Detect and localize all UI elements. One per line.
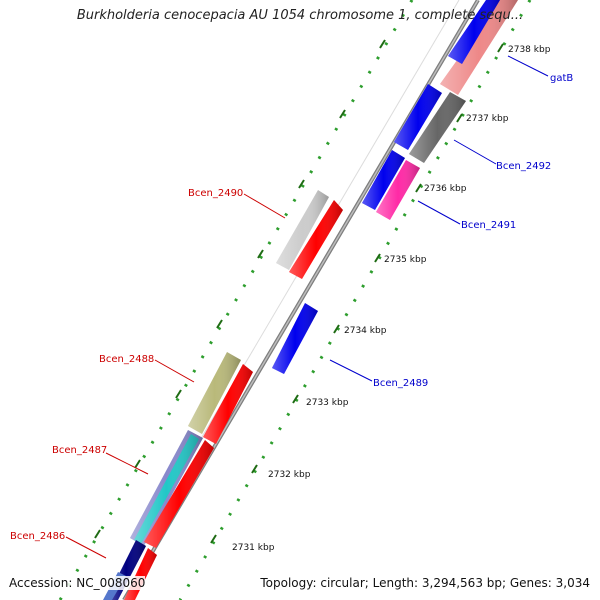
scale-label-2734: 2734 kbp: [344, 326, 387, 336]
scale-label-2733: 2733 kbp: [306, 398, 349, 408]
gene-Bcen_2488-red[interactable]: [203, 364, 253, 444]
accession-label: Accession: NC_008060: [9, 576, 146, 590]
scale-label-2731: 2731 kbp: [232, 543, 275, 553]
gene-Bcen_2487-red[interactable]: [144, 440, 214, 548]
gene-label-Bcen_2491[interactable]: Bcen_2491: [461, 220, 516, 231]
scale-label-2737: 2737 kbp: [466, 114, 509, 124]
gene-Bcen_2491-blue[interactable]: [362, 150, 405, 210]
scale-label-2736: 2736 kbp: [424, 184, 467, 194]
gene-Bcen_2488[interactable]: [188, 352, 241, 434]
gene-Bcen_2491[interactable]: [376, 160, 420, 220]
gene-Bcen_2490-gray[interactable]: [276, 190, 329, 270]
gene-label-Bcen_2487[interactable]: Bcen_2487: [52, 445, 107, 456]
leader-lines: [65, 55, 549, 559]
gene-label-Bcen_2490[interactable]: Bcen_2490: [188, 188, 243, 199]
tick-rail-outer: [178, 0, 532, 600]
gene-gatB[interactable]: [440, 0, 518, 95]
map-title: Burkholderia cenocepacia AU 1054 chromos…: [76, 8, 524, 23]
genome-summary: Topology: circular; Length: 3,294,563 bp…: [260, 576, 590, 590]
scale-label-2738: 2738 kbp: [508, 45, 551, 55]
gene-label-Bcen_2486[interactable]: Bcen_2486: [10, 531, 65, 542]
gene-label-Bcen_2488[interactable]: Bcen_2488: [99, 354, 154, 365]
tick-rail-inner: [58, 0, 414, 600]
gene-Bcen_2489[interactable]: [272, 303, 318, 374]
gene-labels: gatB Bcen_2492 Bcen_2491 Bcen_2490 Bcen_…: [10, 73, 573, 542]
gene-Bcen_2492[interactable]: [409, 92, 466, 163]
major-ticks: [94, 39, 504, 544]
scale-label-2732: 2732 kbp: [268, 470, 311, 480]
gene-Bcen_2487[interactable]: [130, 430, 203, 546]
scale-label-2735: 2735 kbp: [384, 255, 427, 265]
scale-labels: 2738 kbp 2737 kbp 2736 kbp 2735 kbp 2734…: [232, 45, 551, 553]
gene-label-gatB[interactable]: gatB: [550, 73, 573, 84]
gene-label-Bcen_2492[interactable]: Bcen_2492: [496, 161, 551, 172]
gene-Bcen_2492-blue[interactable]: [394, 84, 442, 150]
gene-Bcen_2490[interactable]: [289, 200, 343, 279]
gene-gatB-blue-segment[interactable]: [448, 0, 500, 64]
gene-label-Bcen_2489[interactable]: Bcen_2489: [373, 378, 428, 389]
